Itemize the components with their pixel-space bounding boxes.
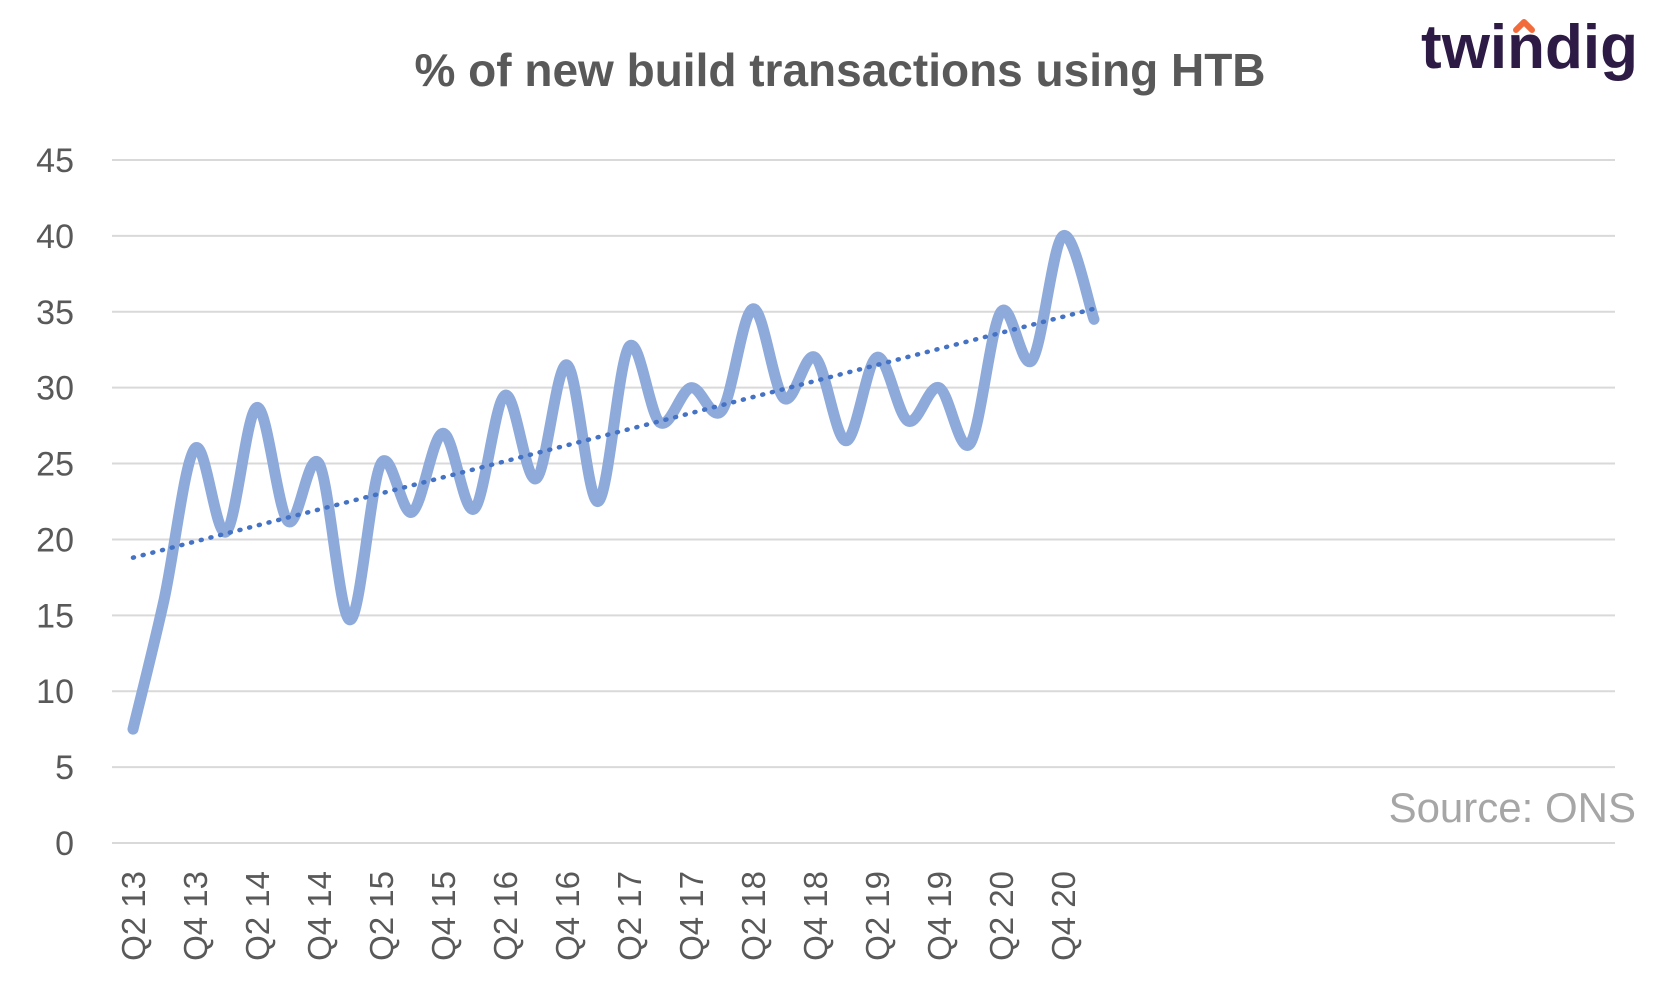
x-tick-label: Q2 19 (859, 871, 896, 961)
chart-title: % of new build transactions using HTB (414, 44, 1265, 96)
x-tick-label: Q2 14 (239, 871, 276, 961)
x-tick-label: Q4 14 (301, 871, 338, 961)
y-tick-label: 0 (55, 825, 74, 863)
x-tick-label: Q2 18 (735, 871, 772, 961)
series-layer (127, 230, 1100, 735)
series-line (127, 230, 1100, 735)
x-tick-label: Q4 19 (921, 871, 958, 961)
x-axis-ticks: Q2 13 Q4 13 Q2 14 Q4 14 Q2 15 Q4 15 Q2 16 Q4 16… (115, 871, 1082, 961)
source-label: Source: ONS (1389, 784, 1636, 831)
x-tick-label: Q4 13 (177, 871, 214, 961)
x-tick-label: Q2 15 (363, 871, 400, 961)
y-tick-label: 35 (36, 294, 74, 332)
y-tick-label: 40 (36, 218, 74, 256)
x-tick-label: Q4 15 (425, 871, 462, 961)
y-tick-label: 10 (36, 673, 74, 711)
y-tick-label: 25 (36, 446, 74, 484)
y-tick-label: 45 (36, 142, 74, 180)
x-tick-label: Q4 18 (797, 871, 834, 961)
x-tick-label: Q4 20 (1045, 871, 1082, 961)
x-tick-label: Q2 13 (115, 871, 152, 961)
x-tick-label: Q2 20 (983, 871, 1020, 961)
y-axis-ticks: 0 5 10 15 20 25 30 35 40 45 (36, 142, 74, 863)
x-tick-label: Q4 16 (549, 871, 586, 961)
x-tick-label: Q2 17 (611, 871, 648, 961)
y-tick-label: 15 (36, 597, 74, 635)
logo-accent-icon (1513, 19, 1535, 33)
y-tick-label: 30 (36, 370, 74, 408)
x-tick-label: Q4 17 (673, 871, 710, 961)
y-tick-label: 5 (55, 749, 74, 787)
y-tick-label: 20 (36, 521, 74, 559)
x-tick-label: Q2 16 (487, 871, 524, 961)
gridlines (112, 159, 1615, 844)
brand-logo: twindig (1421, 13, 1638, 82)
